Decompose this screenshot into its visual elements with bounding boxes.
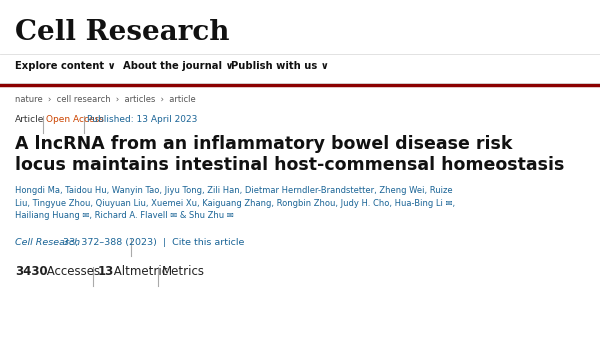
Text: About the journal ∨: About the journal ∨ <box>123 61 233 71</box>
Text: Explore content ∨: Explore content ∨ <box>15 61 116 71</box>
Text: Liu, Tingyue Zhou, Qiuyuan Liu, Xuemei Xu, Kaiguang Zhang, Rongbin Zhou, Judy H.: Liu, Tingyue Zhou, Qiuyuan Liu, Xuemei X… <box>15 199 455 208</box>
Text: A lncRNA from an inflammatory bowel disease risk: A lncRNA from an inflammatory bowel dise… <box>15 135 512 153</box>
Text: Cell Research: Cell Research <box>15 19 229 46</box>
Text: Hailiang Huang ✉, Richard A. Flavell ✉ & Shu Zhu ✉: Hailiang Huang ✉, Richard A. Flavell ✉ &… <box>15 211 234 220</box>
Text: Metrics: Metrics <box>162 265 205 278</box>
Text: nature  ›  cell research  ›  articles  ›  article: nature › cell research › articles › arti… <box>15 94 196 104</box>
Text: Altmetric: Altmetric <box>110 265 168 278</box>
Text: Hongdi Ma, Taidou Hu, Wanyin Tao, Jiyu Tong, Zili Han, Dietmar Herndler-Brandste: Hongdi Ma, Taidou Hu, Wanyin Tao, Jiyu T… <box>15 186 452 195</box>
Text: 13: 13 <box>97 265 113 278</box>
Text: 3430: 3430 <box>15 265 47 278</box>
Text: Publish with us ∨: Publish with us ∨ <box>231 61 329 71</box>
Text: locus maintains intestinal host-commensal homeostasis: locus maintains intestinal host-commensa… <box>15 156 565 174</box>
Text: Accesses: Accesses <box>43 265 100 278</box>
Text: Open Access: Open Access <box>46 115 103 124</box>
Text: Article: Article <box>15 115 44 124</box>
Text: 33, 372–388 (2023)  |  Cite this article: 33, 372–388 (2023) | Cite this article <box>60 238 244 247</box>
Text: Cell Research: Cell Research <box>15 238 80 247</box>
Text: Published: 13 April 2023: Published: 13 April 2023 <box>87 115 197 124</box>
